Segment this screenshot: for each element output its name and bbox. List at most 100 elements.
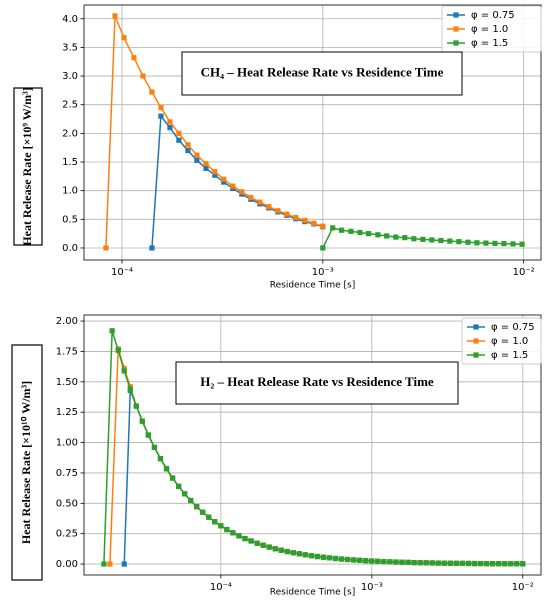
data-point	[435, 560, 441, 566]
data-point	[510, 241, 516, 247]
data-point	[417, 560, 423, 566]
data-point	[399, 559, 405, 565]
data-point	[393, 234, 399, 240]
data-point	[483, 561, 490, 567]
x-tick-label: 10⁻³	[361, 582, 383, 593]
legend-marker	[453, 26, 459, 32]
data-point	[257, 199, 263, 205]
data-point	[203, 161, 209, 167]
data-point	[139, 418, 145, 424]
data-point	[375, 232, 381, 238]
data-point	[477, 560, 484, 567]
data-point	[266, 204, 272, 210]
data-point	[351, 557, 357, 563]
y-tick-label: 1.00	[56, 438, 78, 449]
data-point	[465, 239, 471, 245]
legend-marker	[473, 338, 479, 344]
data-point	[423, 560, 429, 566]
data-point	[296, 551, 302, 557]
data-point	[167, 125, 173, 131]
data-point	[365, 231, 372, 237]
data-point	[345, 556, 351, 563]
data-point	[182, 491, 188, 497]
data-point	[176, 137, 182, 143]
data-point	[149, 89, 155, 95]
data-point	[308, 553, 315, 559]
data-point	[248, 194, 254, 201]
data-point	[158, 104, 164, 111]
data-point	[206, 514, 212, 520]
data-point	[320, 245, 326, 251]
legend-label: φ = 1.0	[491, 336, 528, 347]
legend-box	[461, 317, 542, 365]
data-point	[465, 560, 472, 567]
data-point	[149, 245, 155, 251]
data-point	[459, 560, 466, 567]
data-point	[429, 560, 435, 566]
data-point	[242, 535, 248, 542]
data-point	[236, 533, 242, 539]
data-point	[175, 483, 182, 489]
data-point	[456, 239, 462, 245]
data-point	[230, 183, 236, 189]
data-point	[248, 538, 254, 544]
y-axis-label: Heat Release Rate [×10⁹ W/m³]	[20, 87, 34, 245]
data-point	[411, 559, 417, 566]
y-tick-label: 1.75	[56, 346, 78, 357]
y-tick-label: 0.5	[62, 214, 78, 225]
legend-label: φ = 1.5	[491, 350, 528, 361]
data-point	[447, 560, 453, 566]
data-point	[185, 147, 191, 154]
data-point	[429, 237, 435, 243]
data-point	[185, 142, 191, 148]
data-point	[502, 561, 508, 567]
legend-box	[441, 5, 542, 53]
legend-label: φ = 0.75	[491, 322, 535, 333]
data-point	[239, 189, 245, 195]
data-point	[224, 526, 230, 533]
legend-marker	[473, 352, 479, 358]
y-tick-label: 0.50	[56, 498, 78, 509]
data-point	[103, 245, 109, 251]
data-point	[157, 456, 164, 462]
chart-title: CH₄ – Heat Release Rate vs Residence Tim…	[201, 64, 444, 79]
data-point	[302, 552, 309, 558]
x-tick-label: 10⁻²	[513, 267, 535, 278]
data-point	[330, 225, 336, 231]
y-tick-label: 2.5	[62, 100, 78, 111]
y-tick-label: 1.50	[56, 377, 78, 388]
data-point	[357, 557, 363, 563]
data-point	[188, 497, 194, 504]
data-point	[441, 560, 447, 566]
data-point	[384, 233, 390, 239]
data-point	[501, 241, 507, 247]
legend-label: φ = 0.75	[471, 10, 515, 21]
data-point	[393, 559, 399, 565]
data-point	[212, 169, 218, 175]
data-point	[212, 519, 218, 525]
data-point	[369, 558, 375, 564]
x-tick-label: 10⁻²	[512, 582, 534, 593]
data-point	[163, 466, 170, 472]
data-point	[218, 523, 224, 529]
y-tick-label: 3.0	[62, 71, 78, 82]
y-tick-label: 0.0	[62, 243, 78, 254]
data-point	[471, 560, 478, 567]
y-label-box	[13, 87, 43, 246]
data-point	[176, 130, 182, 136]
data-point	[490, 561, 496, 567]
data-point	[338, 227, 345, 233]
x-tick-label: 10⁻⁴	[210, 582, 232, 593]
data-point	[375, 558, 381, 564]
data-point	[402, 235, 408, 241]
data-point	[508, 561, 514, 567]
legend-label: φ = 1.0	[471, 24, 508, 35]
data-point	[167, 119, 173, 125]
data-point	[194, 152, 200, 158]
data-point	[320, 223, 326, 229]
data-point	[514, 561, 520, 567]
data-point	[496, 561, 502, 567]
data-point	[293, 214, 299, 221]
x-axis-label: Residence Time [s]	[270, 588, 355, 598]
